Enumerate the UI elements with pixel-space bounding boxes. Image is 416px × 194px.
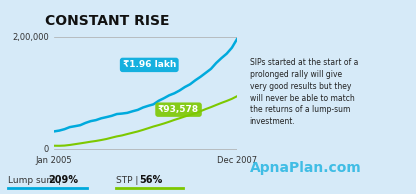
Text: ApnaPlan.com: ApnaPlan.com [250,161,362,175]
Text: 209%: 209% [48,175,78,185]
Text: SIPs started at the start of a
prolonged rally will give
very good results but t: SIPs started at the start of a prolonged… [250,58,358,126]
Text: 56%: 56% [139,175,163,185]
Text: ₹93,578: ₹93,578 [158,105,199,114]
Text: Lump sum |: Lump sum | [8,176,61,185]
Text: CONSTANT RISE: CONSTANT RISE [45,15,169,29]
Text: ₹1.96 lakh: ₹1.96 lakh [123,60,176,69]
Text: STP |: STP | [116,176,139,185]
